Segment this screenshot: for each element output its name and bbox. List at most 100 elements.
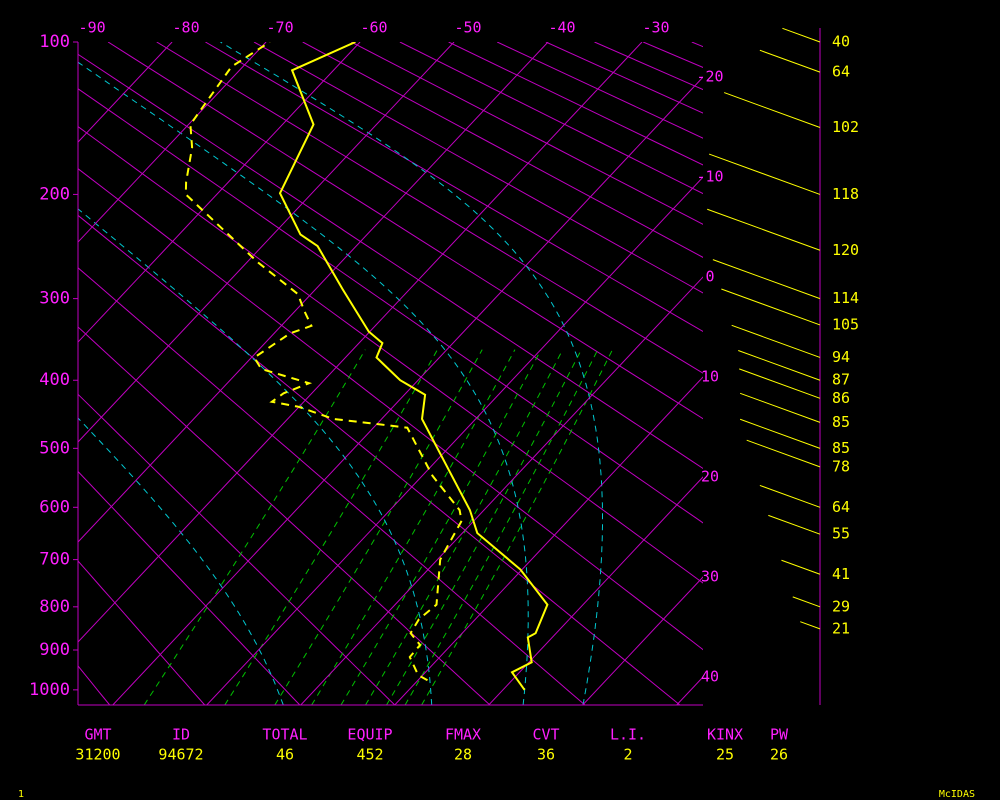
moist-adiabat bbox=[78, 61, 529, 705]
stat-label: CVT bbox=[532, 726, 559, 744]
wind-speed-label: 64 bbox=[832, 498, 850, 516]
dry-adiabat bbox=[78, 470, 301, 705]
wind-speed-label: 114 bbox=[832, 289, 859, 307]
wind-stick bbox=[707, 208, 821, 251]
isotherm bbox=[300, 276, 703, 705]
wind-speed-label: 120 bbox=[832, 241, 859, 259]
wind-speed-label: 64 bbox=[832, 63, 850, 81]
x-tick-label: -30 bbox=[642, 19, 669, 37]
wind-speed-label: 40 bbox=[832, 33, 850, 51]
wind-stick bbox=[782, 27, 821, 43]
dry-adiabat bbox=[78, 125, 703, 584]
stat-label: FMAX bbox=[445, 726, 481, 744]
isotherm-label: 30 bbox=[701, 568, 719, 586]
stat-label: KINX bbox=[707, 726, 743, 744]
x-tick-label: -70 bbox=[267, 19, 294, 37]
wind-speed-label: 86 bbox=[832, 389, 850, 407]
isotherm-label: -10 bbox=[696, 168, 723, 186]
dry-adiabat bbox=[205, 42, 703, 333]
dry-adiabat bbox=[78, 168, 703, 651]
wind-speed-label: 85 bbox=[832, 413, 850, 431]
stat-label: PW bbox=[770, 726, 789, 744]
dry-adiabat bbox=[78, 214, 681, 705]
wind-stick bbox=[739, 392, 821, 423]
wind-speed-label: 55 bbox=[832, 525, 850, 543]
wind-speed-label: 105 bbox=[832, 315, 859, 333]
stat-value: 26 bbox=[770, 746, 788, 764]
isotherm bbox=[582, 576, 703, 705]
wind-stick bbox=[708, 153, 821, 195]
stat-value: 46 bbox=[276, 746, 294, 764]
stat-value: 94672 bbox=[158, 746, 203, 764]
x-tick-label: -80 bbox=[173, 19, 200, 37]
wind-speed-label: 102 bbox=[832, 118, 859, 136]
wind-stick bbox=[723, 92, 821, 128]
stat-value: 2 bbox=[623, 746, 632, 764]
wind-stick bbox=[759, 484, 821, 508]
y-tick-label: 400 bbox=[39, 370, 70, 390]
mixing-ratio-line bbox=[421, 349, 613, 705]
isotherm-label: 0 bbox=[705, 268, 714, 286]
wind-stick bbox=[800, 621, 821, 630]
mixing-ratio-line bbox=[274, 349, 483, 705]
wind-speed-label: 29 bbox=[832, 597, 850, 615]
mixing-ratio-line bbox=[311, 349, 516, 705]
isotherm-label: -20 bbox=[696, 68, 723, 86]
isotherm-label: 40 bbox=[701, 668, 719, 686]
stat-label: ID bbox=[172, 726, 190, 744]
mixing-ratio-line bbox=[224, 349, 438, 705]
sounding-line bbox=[278, 42, 549, 691]
isotherm bbox=[78, 42, 361, 343]
y-tick-label: 800 bbox=[39, 597, 70, 617]
wind-speed-label: 87 bbox=[832, 371, 850, 389]
y-tick-label: 100 bbox=[39, 32, 70, 52]
y-tick-label: 700 bbox=[39, 550, 70, 570]
wind-stick bbox=[739, 418, 821, 449]
wind-speed-label: 85 bbox=[832, 439, 850, 457]
dry-adiabat bbox=[78, 53, 703, 470]
dry-adiabat bbox=[78, 393, 396, 705]
wind-speed-label: 78 bbox=[832, 457, 850, 475]
dry-adiabat bbox=[78, 88, 703, 524]
stat-value: 452 bbox=[356, 746, 383, 764]
mixing-ratio-line bbox=[404, 349, 599, 705]
isotherm bbox=[78, 42, 455, 443]
stat-label: EQUIP bbox=[347, 726, 392, 744]
stat-label: L.I. bbox=[610, 726, 646, 744]
footer-left: 1 bbox=[18, 789, 24, 800]
dry-adiabat bbox=[78, 560, 206, 705]
wind-stick bbox=[746, 439, 821, 468]
wind-stick bbox=[739, 368, 821, 399]
isotherm bbox=[112, 76, 703, 705]
isotherm bbox=[488, 476, 703, 705]
x-tick-label: -50 bbox=[454, 19, 481, 37]
dry-adiabat bbox=[253, 42, 703, 294]
wind-speed-label: 41 bbox=[832, 565, 850, 583]
y-tick-label: 500 bbox=[39, 438, 70, 458]
wind-stick bbox=[721, 288, 821, 326]
isotherm bbox=[78, 42, 643, 643]
x-tick-label: -40 bbox=[548, 19, 575, 37]
isotherm bbox=[394, 376, 703, 705]
isotherm-label: 10 bbox=[701, 368, 719, 386]
footer-right: McIDAS bbox=[939, 789, 975, 800]
stat-value: 31200 bbox=[75, 746, 120, 764]
wind-stick bbox=[731, 324, 821, 358]
mixing-ratio-line bbox=[386, 349, 582, 705]
y-tick-label: 200 bbox=[39, 184, 70, 204]
wind-speed-label: 118 bbox=[832, 185, 859, 203]
stat-label: GMT bbox=[84, 726, 111, 744]
mixing-ratio-line bbox=[143, 349, 366, 705]
wind-stick bbox=[738, 350, 821, 381]
dry-adiabat bbox=[78, 267, 586, 705]
isotherm bbox=[78, 42, 267, 243]
x-tick-label: -90 bbox=[79, 19, 106, 37]
wind-stick bbox=[768, 514, 821, 535]
stat-label: TOTAL bbox=[262, 726, 307, 744]
x-tick-label: -60 bbox=[361, 19, 388, 37]
stat-value: 28 bbox=[454, 746, 472, 764]
mixing-ratio-line bbox=[340, 349, 542, 705]
isotherm bbox=[206, 176, 703, 705]
